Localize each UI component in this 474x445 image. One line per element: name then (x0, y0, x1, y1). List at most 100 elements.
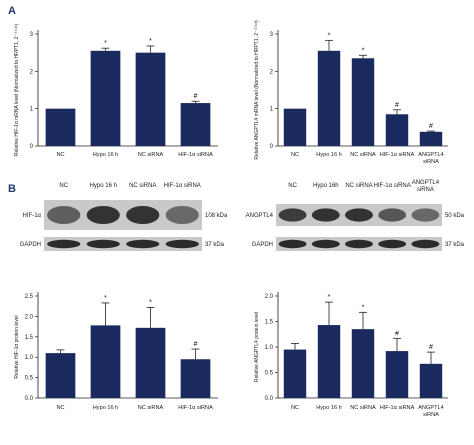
x-tick-label: NC siRNA (350, 405, 376, 411)
bar (90, 50, 121, 146)
bar (419, 131, 443, 146)
blot-band (345, 239, 373, 249)
y-tick-label: 2.5 (25, 294, 34, 300)
x-tick-label: HIF-1α siRNA (380, 152, 415, 158)
significance-mark: * (362, 47, 365, 54)
y-tick-label: 0.5 (25, 376, 34, 382)
western-blot-left: NC Hypo 16 h NC siRNA HIF-1α siRNA HIF-1α 108… (20, 183, 228, 251)
blot-band (47, 206, 81, 224)
bar (283, 349, 307, 398)
chart-angptl4-protein: 0.0 0.5 1.0 1.5 2.0 Relative ANGPTL4 protein … (254, 292, 448, 418)
x-tick-label: NC siRNA (350, 152, 376, 158)
y-tick-label: 1.0 (25, 355, 34, 361)
x-tick-label: ANGPTL4 siRNA (418, 405, 444, 418)
blot-band (411, 208, 440, 222)
x-tick-label: Hypo 16 h (93, 152, 119, 158)
y-axis-label: Relative ANGPTL4 mRNA level (Normalized … (254, 20, 260, 160)
significance-mark: # (194, 341, 198, 348)
bar (135, 52, 166, 146)
significance-mark: * (362, 304, 365, 311)
y-tick-label: 2 (270, 69, 274, 75)
bar (317, 50, 341, 146)
bar (180, 103, 211, 146)
blot-protein-label: ANGPTL4 (246, 213, 274, 219)
blot-lane-label: NC (288, 183, 297, 189)
significance-mark: # (395, 330, 399, 337)
x-tick-label: NC (291, 405, 299, 411)
blot-lane-label: HIF-1α siRNA (164, 183, 201, 189)
x-tick-label: NC (56, 152, 64, 158)
significance-mark: # (429, 123, 433, 130)
significance-mark: # (194, 93, 198, 100)
y-tick-label: 3 (270, 32, 274, 38)
y-axis-label: Relative ANGPTL4 protein level (254, 312, 260, 382)
blot-lane-label: HIF-1α siRNA (374, 183, 411, 189)
bar (90, 325, 121, 398)
western-blot-right: NC Hypo 16h NC siRNA HIF-1α siRNA ANGPTL4 siR… (246, 180, 465, 251)
bar (351, 58, 375, 147)
blot-band (311, 208, 340, 222)
bar (283, 108, 307, 146)
blot-band (378, 208, 407, 222)
y-axis-label: Relative HIF-1α mRNA level (Normalized t… (14, 24, 20, 157)
blot-band (165, 206, 199, 224)
blot-band (47, 239, 81, 249)
significance-mark: # (395, 102, 399, 109)
significance-mark: # (429, 344, 433, 351)
y-tick-label: 1 (30, 107, 34, 113)
chart-hif-protein: 0.0 0.5 1.0 1.5 2.0 2.5 Relative HIF-1α protei… (14, 292, 218, 411)
x-tick-label: NC (291, 152, 299, 158)
significance-mark: * (149, 38, 152, 45)
blot-band (411, 239, 440, 249)
significance-mark: * (328, 32, 331, 39)
x-tick-label: Hypo 16 h (316, 405, 342, 411)
x-tick-label: ANGPTL4 siRNA (418, 152, 444, 165)
blot-band (86, 206, 120, 224)
chart-angptl4-mrna: 0 1 2 3 Relative ANGPTL4 mRNA level (Normali… (254, 20, 448, 165)
blot-band (126, 206, 160, 224)
y-tick-label: 2 (30, 69, 34, 75)
significance-mark: * (328, 294, 331, 301)
blot-protein-label: GAPDH (252, 242, 273, 248)
blot-band (345, 208, 373, 222)
x-tick-label: HIF-1α siRNA (380, 405, 415, 411)
y-tick-label: 1 (270, 107, 274, 113)
blot-lane-label: NC (59, 183, 68, 189)
bar (180, 359, 211, 398)
y-tick-label: 1.5 (265, 320, 274, 326)
panel-b-letter: B (8, 183, 16, 195)
significance-mark: * (149, 299, 152, 306)
chart-hif-mrna: 0 1 2 3 Relative HIF-1α mRNA level (Normaliz… (14, 24, 218, 158)
y-tick-label: 1.5 (25, 335, 34, 341)
x-tick-label: NC (56, 405, 64, 411)
blot-band (378, 239, 407, 249)
y-tick-label: 2.0 (265, 294, 274, 300)
bar (45, 353, 76, 398)
blot-lane-label: NC siRNA (345, 183, 372, 189)
x-tick-label: Hypo 16 h (93, 405, 119, 411)
blot-size-label: 108 kDa (205, 213, 228, 219)
blot-lane-label: Hypo 16 h (90, 183, 117, 189)
significance-mark: * (104, 40, 107, 47)
blot-strip (44, 237, 202, 251)
y-tick-label: 0 (270, 144, 274, 150)
bar (385, 351, 409, 398)
x-tick-label: NC siRNA (138, 152, 164, 158)
x-tick-label: Hypo 16 h (316, 152, 342, 158)
blot-lane-label: Hypo 16h (313, 183, 339, 189)
blot-band (86, 239, 120, 249)
y-tick-label: 0.5 (265, 371, 274, 377)
y-tick-label: 2.0 (25, 314, 34, 320)
blot-lane-label: NC siRNA (129, 183, 156, 189)
significance-mark: * (104, 295, 107, 302)
bar (419, 363, 443, 398)
x-tick-label: HIF-1α siRNA (178, 405, 213, 411)
bar (45, 108, 76, 146)
y-tick-label: 0.0 (25, 396, 34, 402)
blot-band (311, 239, 340, 249)
y-tick-label: 1.0 (265, 345, 274, 351)
blot-band (165, 239, 199, 249)
bar (385, 114, 409, 146)
y-axis-label: Relative HIF-1α protein level (14, 315, 20, 378)
